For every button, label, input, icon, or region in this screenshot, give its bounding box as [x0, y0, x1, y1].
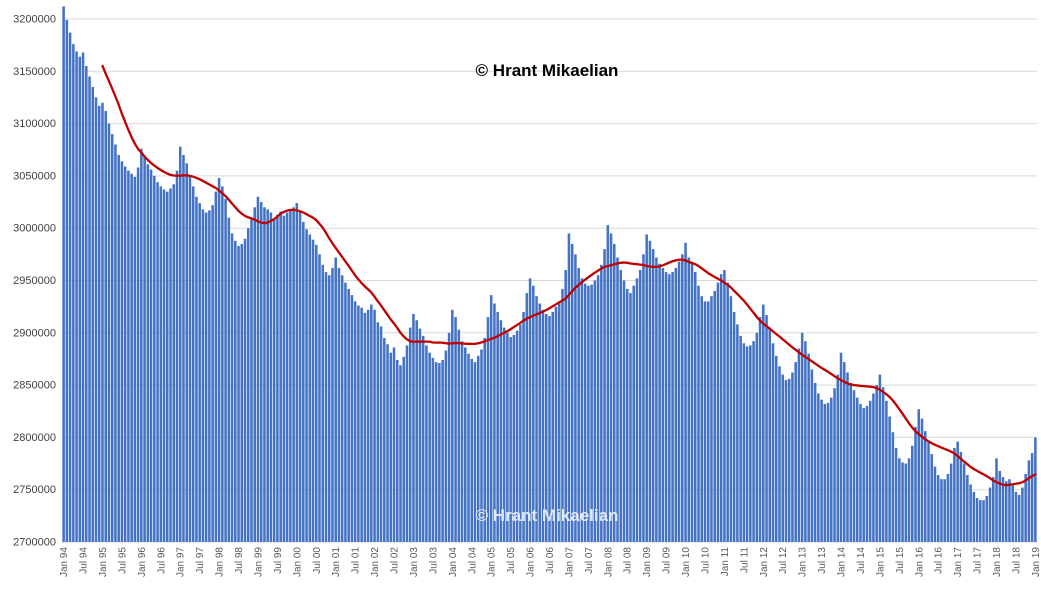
- svg-text:3150000: 3150000: [13, 66, 56, 78]
- svg-text:Jan 10: Jan 10: [681, 547, 692, 577]
- svg-text:Jul 13: Jul 13: [817, 547, 828, 574]
- bar-series: [62, 6, 1037, 543]
- svg-text:Jul 07: Jul 07: [584, 547, 595, 574]
- svg-text:Jul 00: Jul 00: [312, 547, 323, 574]
- svg-text:Jan 03: Jan 03: [409, 547, 420, 577]
- svg-text:Jan 04: Jan 04: [448, 547, 459, 577]
- svg-text:Jan 01: Jan 01: [331, 547, 342, 577]
- svg-text:3050000: 3050000: [13, 170, 56, 182]
- svg-text:2800000: 2800000: [13, 432, 56, 444]
- svg-text:2950000: 2950000: [13, 275, 56, 287]
- svg-text:Jan 97: Jan 97: [176, 547, 187, 577]
- svg-text:2900000: 2900000: [13, 327, 56, 339]
- svg-text:Jan 02: Jan 02: [370, 547, 381, 577]
- svg-text:Jul 12: Jul 12: [778, 547, 789, 574]
- svg-text:2850000: 2850000: [13, 380, 56, 392]
- y-axis-labels: 2700000 2750000 2800000 2850000 2900000 29500…: [13, 14, 56, 549]
- svg-text:Jan 09: Jan 09: [642, 547, 653, 577]
- svg-text:Jan 18: Jan 18: [992, 547, 1003, 577]
- svg-text:Jul 08: Jul 08: [623, 547, 634, 574]
- svg-text:Jul 14: Jul 14: [856, 547, 867, 574]
- svg-text:Jan 95: Jan 95: [98, 547, 109, 577]
- svg-text:Jul 18: Jul 18: [1011, 547, 1022, 574]
- svg-text:Jan 96: Jan 96: [137, 547, 148, 577]
- svg-text:Jan 00: Jan 00: [292, 547, 303, 577]
- svg-text:Jan 12: Jan 12: [759, 547, 770, 577]
- svg-text:Jan 07: Jan 07: [564, 547, 575, 577]
- svg-text:Jan 08: Jan 08: [603, 547, 614, 577]
- svg-text:3200000: 3200000: [13, 14, 56, 26]
- svg-text:Jul 02: Jul 02: [390, 547, 401, 574]
- svg-text:Jul 10: Jul 10: [701, 547, 712, 574]
- svg-text:Jul 05: Jul 05: [506, 547, 517, 574]
- svg-text:Jul 01: Jul 01: [351, 547, 362, 574]
- svg-text:Jul 16: Jul 16: [934, 547, 945, 574]
- svg-text:Jan 13: Jan 13: [798, 547, 809, 577]
- svg-text:Jan 06: Jan 06: [526, 547, 537, 577]
- svg-text:Jul 99: Jul 99: [273, 547, 284, 574]
- svg-text:Jul 06: Jul 06: [545, 547, 556, 574]
- svg-text:Jan 16: Jan 16: [914, 547, 925, 577]
- svg-text:Jul 03: Jul 03: [428, 547, 439, 574]
- svg-text:Jan 15: Jan 15: [875, 547, 886, 577]
- svg-text:2750000: 2750000: [13, 484, 56, 496]
- x-axis-labels: Jan 94 Jul 94 Jan 95 Jul 95 Jan 96 Jul 96 Jan …: [59, 547, 1041, 577]
- svg-text:3000000: 3000000: [13, 223, 56, 235]
- svg-text:2700000: 2700000: [13, 537, 56, 549]
- svg-text:Jul 11: Jul 11: [739, 547, 750, 573]
- svg-text:Jul 96: Jul 96: [156, 547, 167, 574]
- svg-text:Jan 98: Jan 98: [215, 547, 226, 577]
- svg-text:Jul 17: Jul 17: [973, 547, 984, 574]
- moving-average-line: [101, 64, 1037, 487]
- svg-text:Jan 99: Jan 99: [254, 547, 265, 577]
- svg-text:Jul 94: Jul 94: [79, 547, 90, 574]
- svg-text:Jul 04: Jul 04: [467, 547, 478, 574]
- svg-text:Jul 15: Jul 15: [895, 547, 906, 574]
- svg-text:Jan 17: Jan 17: [953, 547, 964, 577]
- svg-text:Jan 14: Jan 14: [837, 547, 848, 577]
- svg-text:Jul 95: Jul 95: [117, 547, 128, 574]
- svg-text:Jan 11: Jan 11: [720, 547, 731, 577]
- svg-text:Jan 19: Jan 19: [1031, 547, 1041, 577]
- svg-text:Jan 94: Jan 94: [59, 547, 70, 577]
- svg-text:3100000: 3100000: [13, 118, 56, 130]
- svg-text:Jul 09: Jul 09: [662, 547, 673, 574]
- svg-text:Jan 05: Jan 05: [487, 547, 498, 577]
- svg-text:Jul 97: Jul 97: [195, 547, 206, 574]
- svg-text:Jul 98: Jul 98: [234, 547, 245, 574]
